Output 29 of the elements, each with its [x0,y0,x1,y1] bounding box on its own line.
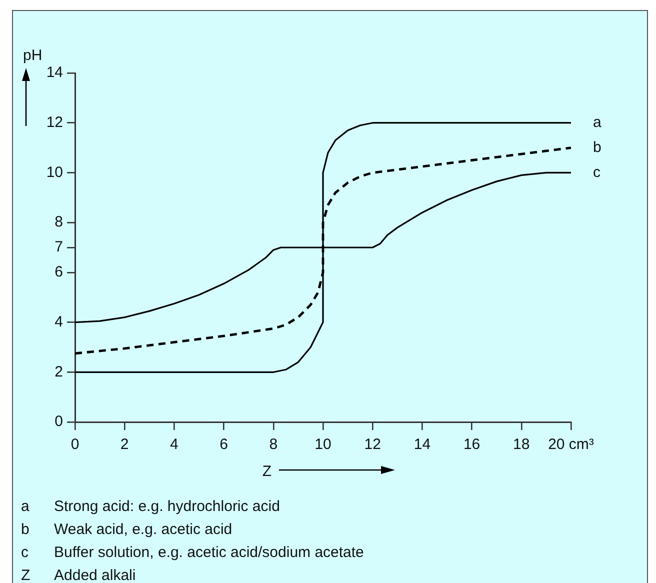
x-tick-label: 16 [463,436,480,454]
x-tick-label: 0 [70,436,80,454]
x-tick-label: 6 [220,436,228,454]
text: Z Added alkali [21,567,136,583]
y-tick-label: 7 [54,238,63,256]
x-tick-label: 20 cm³ [548,436,594,454]
y-tick-label: 6 [54,264,63,281]
series-label: c [593,164,601,181]
x-tick-label: 10 [314,436,332,454]
y-tick-label: 0 [54,413,63,430]
text: c Buffer solution, e.g. acetic acid/sodium acetate [21,544,364,561]
x-tick-label: 4 [170,436,178,454]
y-tick-label: 2 [54,363,63,380]
y-tick-label: 4 [54,313,63,330]
x-tick-label: 14 [414,436,431,454]
y-tick-label: 10 [46,164,63,181]
y-tick-label: 8 [54,214,63,231]
y-axis-title: pH [23,47,42,64]
y-tick-label: 14 [46,64,63,82]
text: a Strong acid: e.g. hydrochloric acid [21,498,280,515]
x-tick-label: 12 [364,436,381,454]
x-tick-label: 2 [120,436,129,454]
series-label: b [593,138,602,156]
x-axis-title: Z [262,463,272,480]
y-tick-label: 12 [46,114,63,131]
x-tick-label: 8 [269,436,278,454]
x-tick-label: 18 [513,436,530,454]
text: b Weak acid, e.g. acetic acid [21,521,232,538]
series-label: a [593,114,602,131]
